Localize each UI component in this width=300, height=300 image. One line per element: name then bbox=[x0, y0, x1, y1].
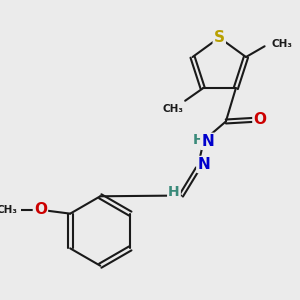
Text: CH₃: CH₃ bbox=[163, 104, 184, 114]
Text: N: N bbox=[201, 134, 214, 149]
Text: CH₃: CH₃ bbox=[272, 39, 293, 49]
Text: N: N bbox=[197, 157, 210, 172]
Text: H: H bbox=[193, 133, 205, 147]
Text: S: S bbox=[214, 30, 225, 45]
Text: CH₃: CH₃ bbox=[0, 205, 18, 215]
Text: O: O bbox=[254, 112, 266, 127]
Text: H: H bbox=[168, 184, 180, 199]
Text: O: O bbox=[34, 202, 47, 217]
